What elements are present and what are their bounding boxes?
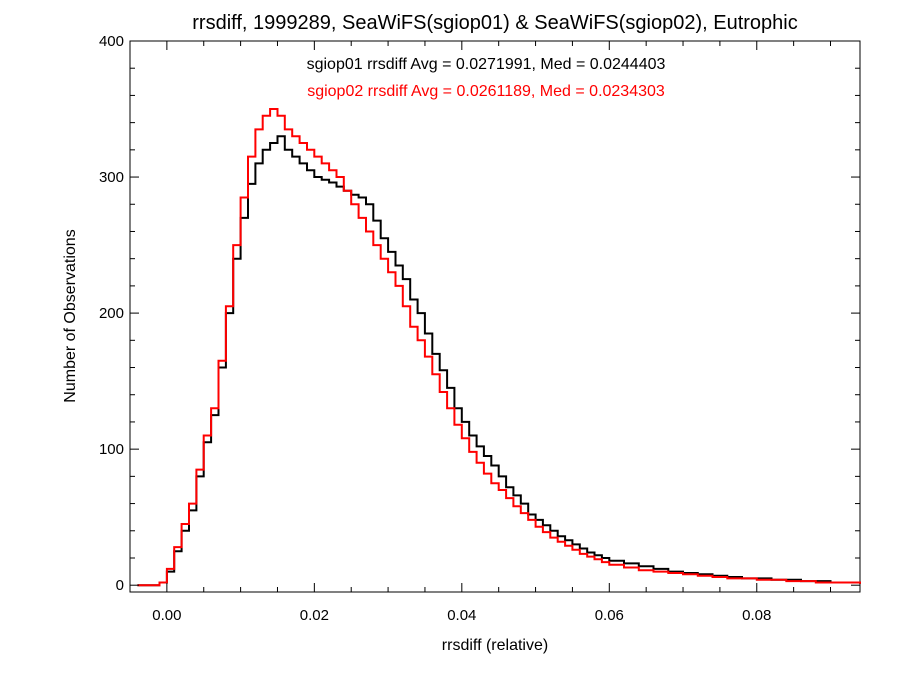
y-tick-label: 0 [116, 577, 124, 594]
x-axis-label: rrsdiff (relative) [442, 637, 548, 654]
ticks-layer: 0.00 0.02 0.04 0.06 0.08 0 100 200 300 400 [99, 33, 860, 624]
chart-title: rrsdiff, 1999289, SeaWiFS(sgiop01) & Sea… [192, 12, 797, 34]
x-tick-label: 0.06 [595, 607, 624, 624]
annotation-sgiop01-stats: sgiop01 rrsdiff Avg = 0.0271991, Med = 0… [307, 56, 666, 73]
x-tick-label: 0.08 [742, 607, 771, 624]
annotation-sgiop02-stats: sgiop02 rrsdiff Avg = 0.0261189, Med = 0… [307, 83, 665, 100]
x-tick-label: 0.04 [447, 607, 476, 624]
y-tick-label: 200 [99, 305, 124, 322]
x-tick-label: 0.02 [300, 607, 329, 624]
y-axis-label: Number of Observations [62, 229, 79, 402]
plot-frame [129, 40, 861, 593]
y-tick-label: 100 [99, 441, 124, 458]
plot-area: 0.00 0.02 0.04 0.06 0.08 0 100 200 300 400 [99, 33, 861, 624]
series-line-2 [137, 108, 861, 587]
y-tick-label: 400 [99, 33, 124, 50]
x-tick-label: 0.00 [152, 607, 181, 624]
series-layer [137, 108, 861, 587]
series-line-1 [137, 135, 861, 587]
y-tick-label: 300 [99, 169, 124, 186]
